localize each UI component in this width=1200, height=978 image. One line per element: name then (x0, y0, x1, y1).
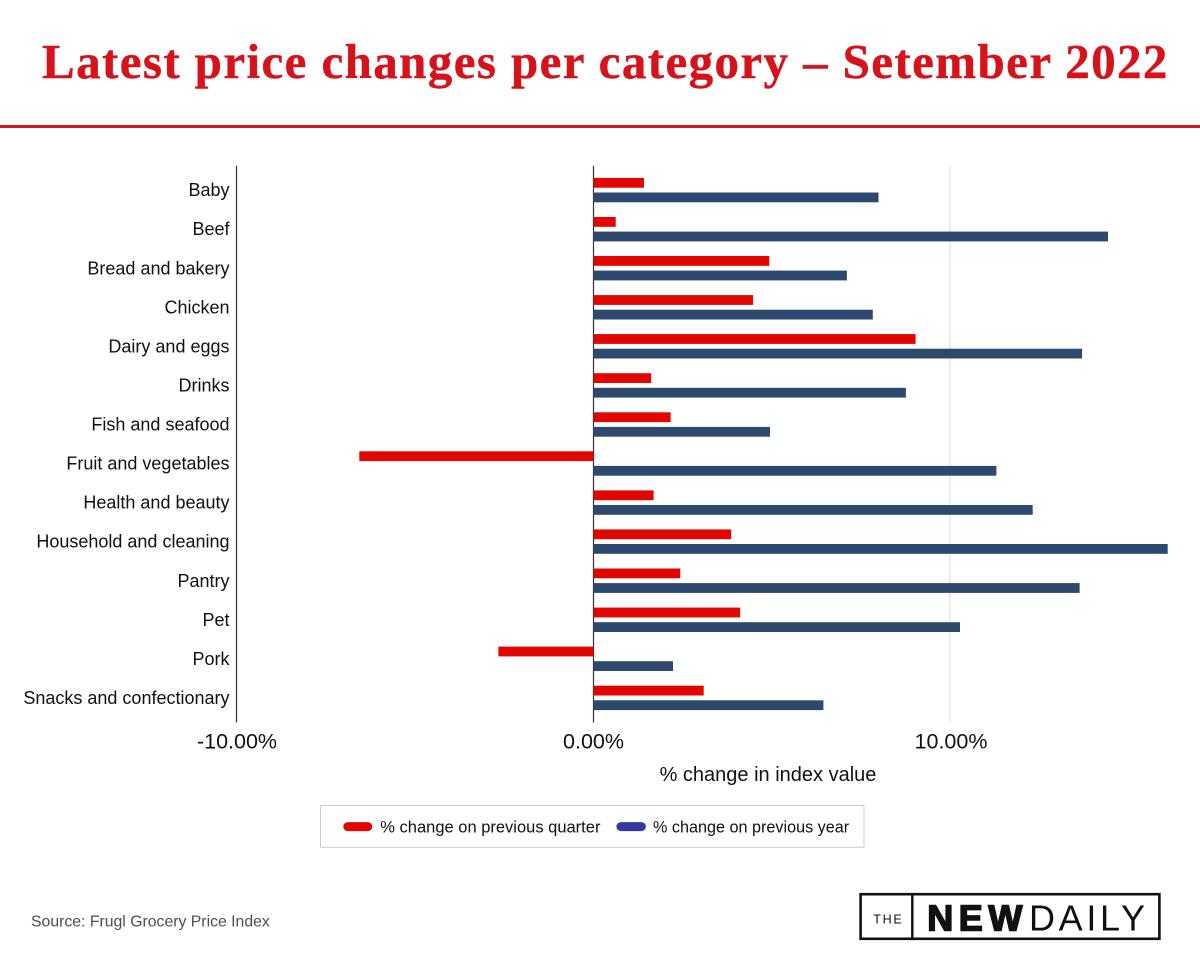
svg-text:DAILY: DAILY (1029, 898, 1145, 939)
svg-text:Fruit and vegetables: Fruit and vegetables (66, 454, 229, 474)
svg-text:Dairy and eggs: Dairy and eggs (108, 336, 229, 356)
svg-text:Beef: Beef (192, 219, 230, 239)
svg-text:-10.00%: -10.00% (197, 730, 277, 754)
svg-text:Household and cleaning: Household and cleaning (36, 532, 229, 552)
svg-text:Health and beauty: Health and beauty (83, 493, 229, 513)
svg-text:THE: THE (873, 912, 902, 926)
svg-text:Chicken: Chicken (164, 297, 229, 317)
svg-text:% change in index value: % change in index value (660, 764, 877, 786)
svg-text:% change on previous quarter: % change on previous quarter (380, 819, 601, 837)
svg-text:Pork: Pork (192, 649, 230, 669)
svg-text:Baby: Baby (188, 180, 229, 200)
svg-text:Drinks: Drinks (178, 376, 229, 396)
svg-text:Source: Frugl Grocery Price In: Source: Frugl Grocery Price Index (31, 913, 270, 930)
svg-text:NEW: NEW (927, 898, 1022, 939)
svg-text:Pet: Pet (202, 610, 229, 630)
svg-text:Fish and seafood: Fish and seafood (91, 415, 229, 435)
svg-text:0.00%: 0.00% (563, 730, 624, 754)
svg-text:% change on previous year: % change on previous year (653, 819, 850, 837)
svg-text:Snacks and confectionary: Snacks and confectionary (23, 688, 229, 708)
svg-text:10.00%: 10.00% (915, 730, 988, 754)
svg-text:Bread and bakery: Bread and bakery (87, 258, 229, 278)
svg-text:Pantry: Pantry (177, 571, 229, 591)
